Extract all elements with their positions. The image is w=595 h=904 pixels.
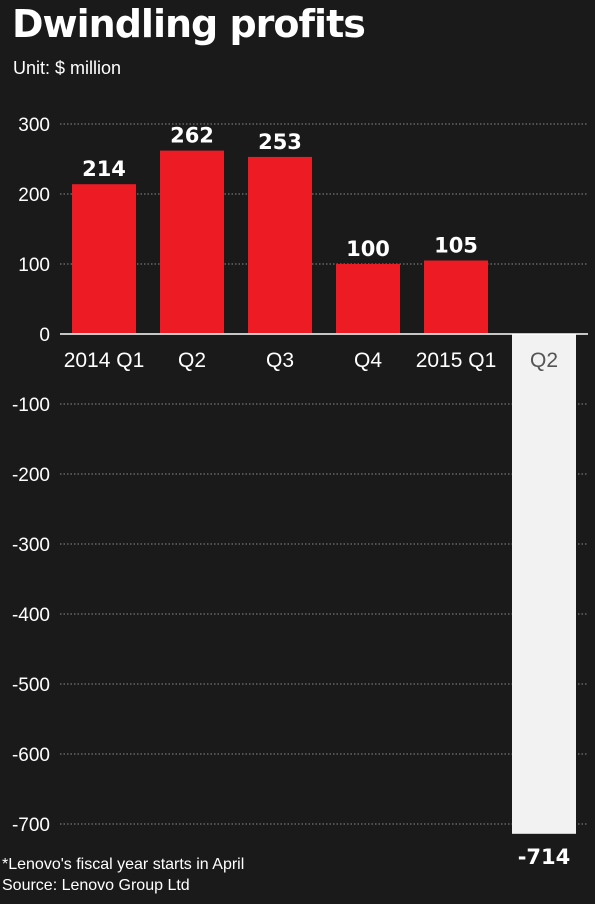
- data-label: 253: [258, 130, 302, 154]
- bar: [336, 264, 400, 334]
- y-tick-label: -500: [12, 675, 50, 696]
- bar: [512, 334, 576, 834]
- bar: [424, 260, 488, 334]
- data-label: 214: [82, 157, 126, 181]
- x-tick-label: Q4: [354, 349, 382, 372]
- data-label: 100: [346, 237, 390, 261]
- y-tick-label: 300: [18, 115, 50, 136]
- bar: [160, 150, 224, 334]
- y-tick-label: -100: [12, 395, 50, 416]
- data-label: 105: [434, 234, 478, 258]
- y-tick-label: 0: [39, 325, 50, 346]
- bar: [248, 156, 312, 334]
- x-tick-label: Q2: [530, 349, 558, 372]
- source-note: Source: Lenovo Group Ltd: [2, 877, 190, 894]
- bar: [72, 184, 136, 334]
- y-tick-label: -400: [12, 605, 50, 626]
- x-tick-label: 2014 Q1: [64, 349, 145, 372]
- x-tick-label: 2015 Q1: [416, 349, 497, 372]
- y-tick-label: -300: [12, 535, 50, 556]
- x-tick-label: Q3: [266, 349, 294, 372]
- y-tick-label: 200: [18, 185, 50, 206]
- y-tick-label: -200: [12, 465, 50, 486]
- chart-subtitle: Unit: $ million: [13, 58, 122, 78]
- fiscal-year-note: *Lenovo's fiscal year starts in April: [2, 856, 245, 873]
- data-label: 262: [170, 124, 214, 148]
- y-tick-label: -600: [12, 745, 50, 766]
- chart-title: Dwindling profits: [12, 2, 366, 46]
- y-tick-label: 100: [18, 255, 50, 276]
- y-tick-label: -700: [12, 815, 50, 836]
- chart-footer: *Lenovo's fiscal year starts in April So…: [2, 854, 244, 896]
- x-tick-label: Q2: [178, 349, 206, 372]
- data-label: -714: [518, 845, 571, 869]
